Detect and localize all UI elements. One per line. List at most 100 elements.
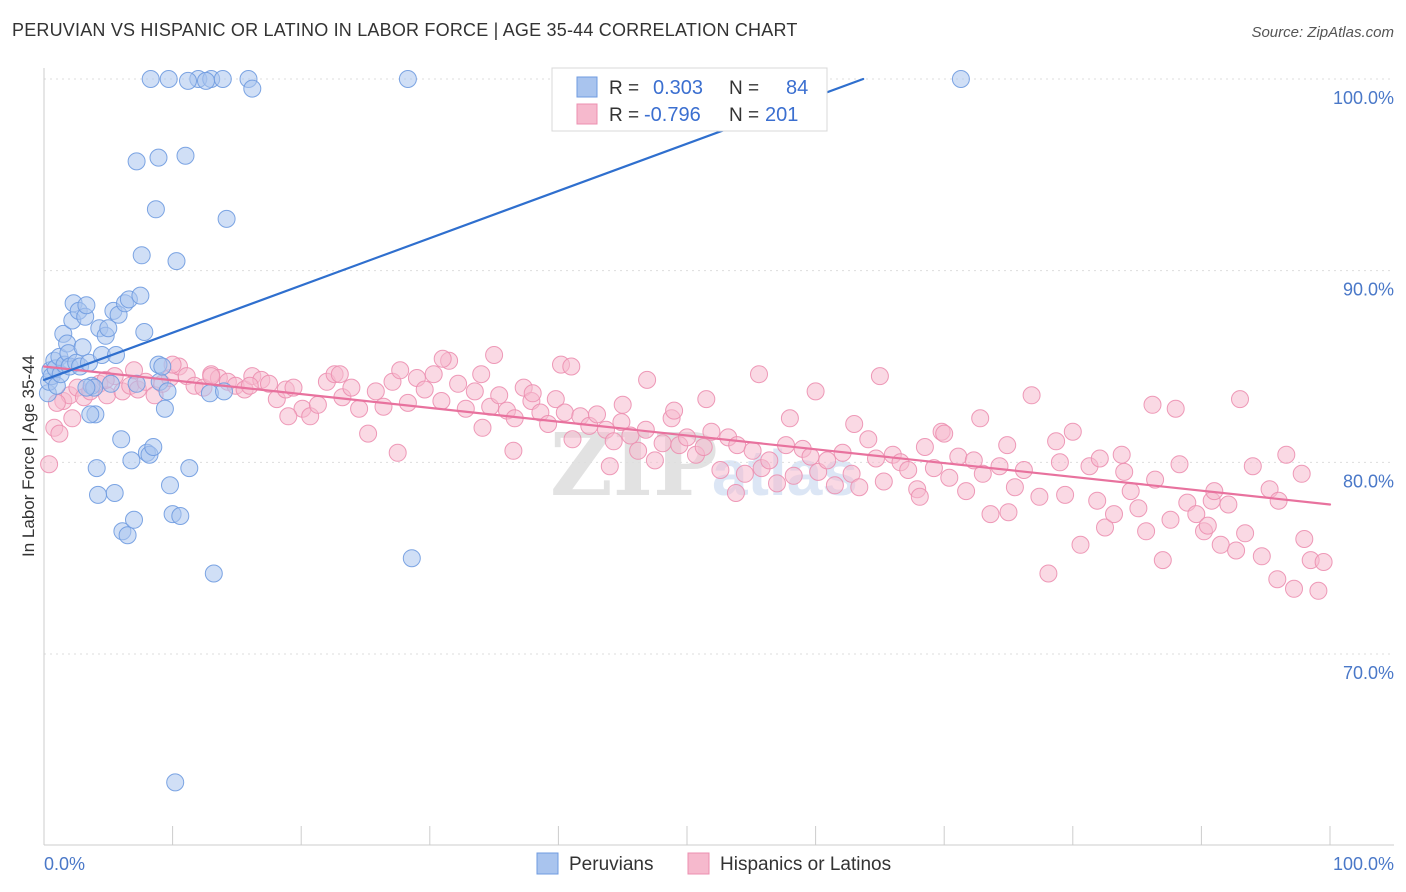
chart-source: Source: ZipAtlas.com bbox=[1251, 24, 1394, 41]
hispanics-point-182 bbox=[240, 376, 259, 395]
hispanics-point-117 bbox=[981, 505, 1000, 524]
legend-swatch-hispanics bbox=[687, 852, 710, 875]
hispanics-point-170 bbox=[388, 443, 407, 462]
peruvians-point-66 bbox=[243, 79, 262, 98]
series-hispanics-points bbox=[40, 346, 1333, 600]
peruvians-point-45 bbox=[135, 323, 154, 341]
stats-r-value-peruvians: 0.303 bbox=[653, 77, 703, 99]
peruvians-point-19 bbox=[73, 338, 92, 357]
hispanics-point-180 bbox=[330, 365, 349, 384]
hispanics-point-140 bbox=[1170, 455, 1189, 474]
peruvians-point-69 bbox=[141, 70, 160, 88]
hispanics-point-127 bbox=[1063, 422, 1082, 441]
hispanics-point-164 bbox=[638, 370, 657, 389]
x-tick-label-left: 0.0% bbox=[44, 854, 85, 874]
hispanics-point-150 bbox=[1252, 547, 1271, 566]
hispanics-point-82 bbox=[694, 438, 713, 456]
y-tick-label-90: 90.0% bbox=[1343, 280, 1394, 300]
peruvians-point-78 bbox=[77, 378, 96, 397]
hispanics-point-49 bbox=[424, 365, 443, 384]
peruvians-point-68 bbox=[951, 70, 970, 88]
hispanics-point-168 bbox=[433, 349, 452, 368]
hispanics-point-176 bbox=[1198, 516, 1217, 535]
series-peruvians-points bbox=[38, 70, 970, 792]
hispanics-point-114 bbox=[957, 482, 976, 501]
peruvians-point-80 bbox=[402, 549, 421, 568]
stats-r-value-hispanics: -0.796 bbox=[644, 104, 701, 126]
hispanics-point-119 bbox=[998, 436, 1017, 455]
hispanics-point-91 bbox=[768, 474, 786, 493]
hispanics-point-53 bbox=[456, 399, 475, 418]
hispanics-point-29 bbox=[260, 374, 278, 393]
peruvians-point-60 bbox=[180, 459, 199, 478]
hispanics-point-132 bbox=[1105, 505, 1123, 524]
peruvians-point-77 bbox=[89, 485, 107, 504]
hispanics-point-98 bbox=[825, 476, 844, 495]
hispanics-point-157 bbox=[1309, 581, 1328, 600]
hispanics-point-138 bbox=[1153, 551, 1172, 570]
hispanics-point-63 bbox=[539, 415, 558, 433]
legend: Peruvians Hispanics or Latinos bbox=[536, 852, 891, 875]
hispanics-point-146 bbox=[1219, 495, 1238, 514]
hispanics-point-71 bbox=[604, 432, 623, 451]
peruvians-point-41 bbox=[125, 510, 143, 529]
peruvians-point-53 bbox=[155, 399, 174, 418]
hispanics-point-161 bbox=[697, 390, 716, 409]
hispanics-point-126 bbox=[1056, 485, 1075, 504]
hispanics-point-190 bbox=[845, 415, 864, 433]
hispanics-point-147 bbox=[1227, 541, 1246, 560]
hispanics-point-172 bbox=[910, 487, 929, 506]
hispanics-point-197 bbox=[665, 401, 684, 420]
hispanics-point-93 bbox=[784, 466, 803, 485]
peruvians-point-64 bbox=[217, 209, 236, 228]
hispanics-point-131 bbox=[1096, 518, 1114, 537]
peruvians-point-54 bbox=[158, 382, 177, 401]
hispanics-point-175 bbox=[999, 503, 1018, 522]
hispanics-point-66 bbox=[563, 430, 582, 449]
y-tick-label-80: 80.0% bbox=[1343, 471, 1394, 491]
hispanics-point-173 bbox=[726, 484, 745, 502]
hispanics-point-0 bbox=[40, 455, 59, 474]
hispanics-point-133 bbox=[1112, 445, 1131, 464]
hispanics-point-171 bbox=[600, 457, 619, 476]
hispanics-point-115 bbox=[964, 451, 983, 470]
peruvians-point-35 bbox=[112, 430, 131, 449]
hispanics-point-113 bbox=[949, 447, 968, 466]
hispanics-point-198 bbox=[613, 395, 632, 414]
y-tick-label-100: 100.0% bbox=[1333, 88, 1394, 108]
peruvians-point-31 bbox=[101, 374, 120, 393]
chart-title: PERUVIAN VS HISPANIC OR LATINO IN LABOR … bbox=[12, 20, 798, 40]
hispanics-point-149 bbox=[1243, 457, 1262, 476]
gridlines bbox=[44, 78, 1394, 655]
hispanics-point-2 bbox=[50, 424, 69, 443]
peruvians-point-74 bbox=[127, 152, 146, 171]
hispanics-point-120 bbox=[1005, 478, 1024, 497]
legend-label-peruvians: Peruvians bbox=[569, 854, 654, 875]
peruvians-point-52 bbox=[153, 357, 172, 376]
hispanics-point-152 bbox=[1268, 570, 1287, 589]
peruvians-point-76 bbox=[105, 484, 124, 502]
hispanics-point-77 bbox=[653, 434, 672, 453]
hispanics-point-74 bbox=[629, 441, 648, 460]
stats-n-value-peruvians: 84 bbox=[786, 77, 808, 99]
hispanics-point-145 bbox=[1211, 535, 1230, 554]
hispanics-point-55 bbox=[473, 418, 492, 437]
hispanics-point-107 bbox=[899, 461, 918, 479]
hispanics-point-88 bbox=[743, 441, 762, 460]
hispanics-point-166 bbox=[1166, 399, 1185, 418]
hispanics-point-191 bbox=[935, 424, 954, 443]
stats-n-label-peruvians: N = bbox=[729, 78, 759, 99]
peruvians-point-59 bbox=[176, 146, 195, 165]
hispanics-point-199 bbox=[523, 384, 542, 403]
x-tick-label-right: 100.0% bbox=[1333, 854, 1394, 874]
stats-swatch-hispanics bbox=[576, 103, 598, 125]
hispanics-point-43 bbox=[374, 397, 393, 416]
peruvians-point-48 bbox=[144, 438, 163, 456]
hispanics-point-200 bbox=[472, 365, 491, 384]
peruvians-point-21 bbox=[77, 296, 96, 315]
hispanics-point-109 bbox=[915, 438, 934, 456]
hispanics-point-48 bbox=[415, 380, 434, 399]
hispanics-point-83 bbox=[702, 422, 721, 441]
hispanics-point-183 bbox=[202, 367, 221, 386]
